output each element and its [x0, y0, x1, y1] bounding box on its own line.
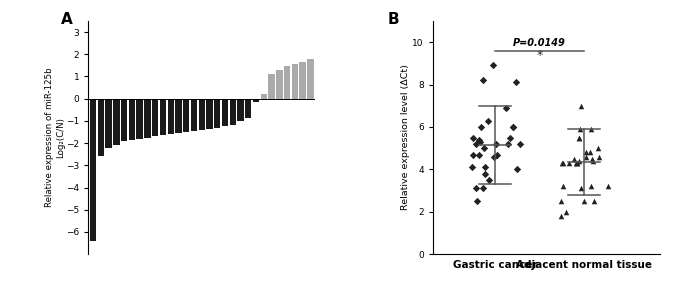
Bar — [307, 59, 313, 99]
Point — [503, 141, 513, 146]
Text: P=0.0149: P=0.0149 — [513, 38, 566, 48]
Point — [477, 186, 488, 191]
Point — [488, 154, 499, 159]
Point — [471, 186, 481, 191]
Bar — [214, 99, 220, 128]
Point — [511, 80, 522, 85]
Point — [602, 184, 613, 189]
Point — [564, 161, 575, 165]
Bar — [276, 70, 283, 99]
Point — [579, 199, 590, 204]
Point — [555, 199, 566, 204]
Bar — [237, 99, 243, 121]
Y-axis label: Relative expression level (ΔCt): Relative expression level (ΔCt) — [401, 65, 409, 210]
Bar — [98, 99, 104, 156]
Point — [500, 106, 511, 110]
Point — [593, 154, 604, 159]
Bar — [230, 99, 236, 125]
Point — [473, 137, 484, 142]
Bar — [222, 99, 228, 126]
Point — [515, 141, 526, 146]
Point — [483, 118, 494, 123]
Bar — [167, 99, 174, 134]
Text: B: B — [388, 12, 399, 27]
Point — [490, 141, 501, 146]
Point — [483, 178, 494, 182]
Bar — [152, 99, 158, 136]
Point — [507, 125, 518, 129]
Point — [474, 152, 485, 157]
Point — [574, 135, 585, 140]
Point — [576, 186, 587, 191]
Point — [587, 156, 598, 161]
Point — [588, 199, 599, 204]
Bar — [90, 99, 97, 241]
Point — [466, 165, 477, 170]
Point — [468, 135, 479, 140]
Bar — [144, 99, 150, 138]
Point — [572, 161, 583, 165]
Point — [478, 78, 489, 83]
Point — [571, 161, 582, 165]
Point — [588, 158, 598, 163]
Bar — [113, 99, 120, 145]
Point — [488, 63, 499, 68]
Bar — [121, 99, 127, 141]
Bar — [299, 62, 306, 99]
Point — [585, 127, 596, 132]
Bar — [160, 99, 166, 135]
Point — [581, 150, 592, 155]
Bar — [260, 94, 267, 99]
Point — [467, 152, 478, 157]
Point — [576, 103, 587, 108]
Point — [585, 150, 596, 155]
Point — [574, 158, 585, 163]
Point — [592, 146, 603, 150]
Point — [512, 167, 523, 172]
Bar — [105, 99, 112, 147]
Point — [508, 125, 519, 129]
Bar — [206, 99, 213, 129]
Point — [558, 184, 568, 189]
Text: A: A — [61, 12, 73, 27]
Point — [479, 146, 490, 150]
Point — [505, 135, 516, 140]
Bar — [183, 99, 190, 132]
Text: *: * — [537, 49, 543, 62]
Bar — [129, 99, 135, 140]
Point — [480, 171, 491, 176]
Point — [475, 125, 486, 129]
Point — [568, 156, 579, 161]
Point — [556, 161, 567, 165]
Bar — [175, 99, 182, 133]
Point — [556, 213, 566, 218]
Y-axis label: Relative expression of miR-125b
Log₂(C/N): Relative expression of miR-125b Log₂(C/N… — [46, 68, 65, 207]
Point — [480, 165, 491, 170]
Point — [471, 141, 481, 146]
Point — [581, 154, 592, 159]
Point — [570, 161, 581, 165]
Bar — [245, 99, 252, 118]
Point — [585, 184, 596, 189]
Point — [558, 161, 568, 165]
Point — [472, 199, 483, 204]
Point — [491, 152, 502, 157]
Bar — [269, 74, 275, 99]
Bar — [191, 99, 197, 131]
Bar — [137, 99, 143, 139]
Point — [575, 127, 585, 132]
Bar — [199, 99, 205, 130]
Bar — [292, 64, 298, 99]
Bar — [253, 99, 259, 102]
Point — [573, 135, 584, 140]
Bar — [284, 66, 290, 99]
Point — [560, 209, 571, 214]
Point — [475, 139, 486, 144]
